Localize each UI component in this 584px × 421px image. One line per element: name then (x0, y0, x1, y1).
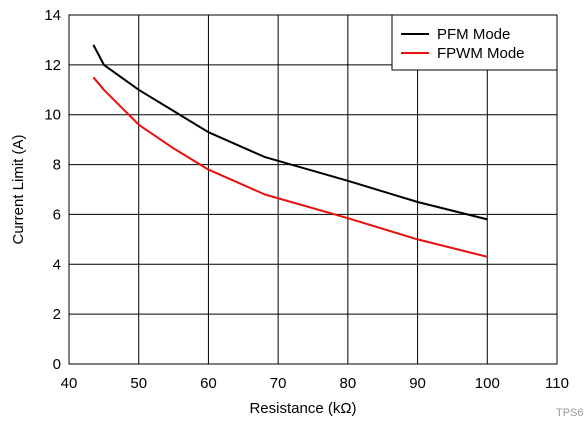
x-tick-label: 40 (61, 375, 78, 392)
x-tick-label: 70 (270, 375, 287, 392)
x-tick-label: 100 (475, 375, 500, 392)
x-tick-label: 90 (409, 375, 426, 392)
y-tick-label: 12 (44, 57, 61, 74)
x-tick-label: 110 (545, 375, 569, 392)
y-tick-label: 6 (53, 206, 61, 223)
y-tick-label: 10 (44, 107, 61, 124)
legend-label-2: FPWM Mode (437, 45, 525, 62)
grid (68, 14, 558, 365)
x-tick-label: 60 (200, 375, 217, 392)
watermark-text: TPS6 (556, 407, 584, 419)
x-axis-ticks: 40 50 60 70 80 90 100 110 (61, 375, 569, 392)
series-line-1 (92, 44, 488, 221)
y-axis-label: Current Limit (A) (10, 134, 27, 244)
plot-frame (68, 14, 558, 365)
legend-box (391, 14, 558, 71)
y-tick-label: 2 (53, 306, 61, 323)
y-tick-label: 8 (53, 157, 61, 174)
series-layer (92, 44, 488, 258)
y-tick-label: 14 (44, 7, 61, 24)
legend-label-1: PFM Mode (437, 26, 510, 43)
x-tick-label: 50 (130, 375, 147, 392)
y-tick-label: 0 (53, 356, 61, 373)
series-line-2 (92, 76, 488, 258)
y-axis-ticks: 0 2 4 6 8 10 12 14 (44, 7, 61, 373)
y-tick-label: 4 (53, 256, 61, 273)
legend: PFM Mode FPWM Mode (391, 14, 558, 71)
x-axis-label: Resistance (kΩ) (249, 400, 356, 417)
x-tick-label: 80 (340, 375, 357, 392)
